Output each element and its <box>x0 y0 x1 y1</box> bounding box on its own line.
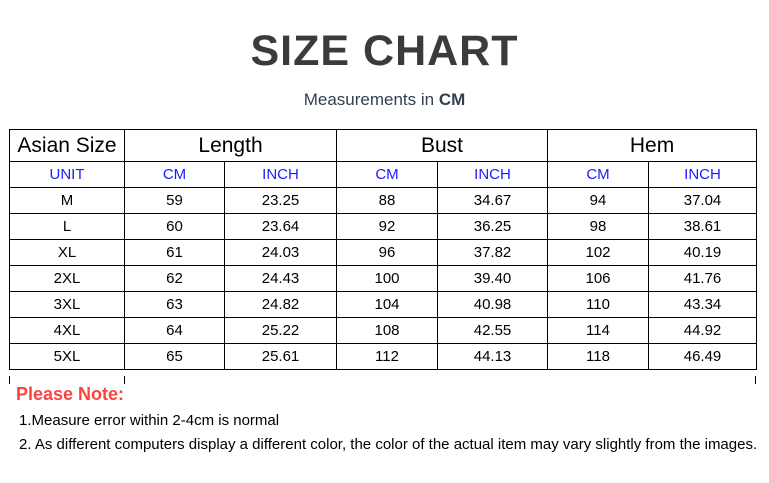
value-cell: 41.76 <box>648 265 758 292</box>
table-row-4xl: 4XL 64 25.22 108 42.55 114 44.92 <box>9 317 758 344</box>
value-cell: 94 <box>547 187 650 214</box>
value-cell: 24.03 <box>223 239 338 266</box>
value-cell: 59 <box>124 187 225 214</box>
value-cell: 61 <box>124 239 225 266</box>
value-cell: 42.55 <box>437 317 549 344</box>
unit-cell-length-cm: CM <box>124 161 225 188</box>
page-title: SIZE CHART <box>250 27 519 75</box>
table-group-header-row: Asian Size Length Bust Hem <box>9 129 758 162</box>
value-cell: 102 <box>547 239 650 266</box>
unit-cell-bust-inch: INCH <box>437 161 549 188</box>
unit-cell-hem-inch: INCH <box>648 161 758 188</box>
header-cell-length: Length <box>123 129 338 162</box>
header-cell-asian-size: Asian Size <box>9 129 125 162</box>
size-cell: 5XL <box>9 343 125 370</box>
table-row-m: M 59 23.25 88 34.67 94 37.04 <box>9 187 758 214</box>
unit-cell-bust-cm: CM <box>336 161 439 188</box>
table-border-stub <box>755 376 756 384</box>
size-cell: M <box>9 187 125 214</box>
size-cell: XL <box>9 239 125 266</box>
value-cell: 118 <box>547 343 650 370</box>
value-cell: 96 <box>336 239 439 266</box>
value-cell: 100 <box>336 265 439 292</box>
notes-section: Please Note: 1.Measure error within 2-4c… <box>10 384 760 455</box>
value-cell: 62 <box>124 265 225 292</box>
value-cell: 92 <box>336 213 439 240</box>
value-cell: 34.67 <box>437 187 549 214</box>
size-cell: 2XL <box>9 265 125 292</box>
value-cell: 39.40 <box>437 265 549 292</box>
value-cell: 104 <box>336 291 439 318</box>
value-cell: 44.13 <box>437 343 549 370</box>
value-cell: 98 <box>547 213 650 240</box>
value-cell: 46.49 <box>648 343 758 370</box>
value-cell: 60 <box>124 213 225 240</box>
header-cell-bust: Bust <box>336 129 549 162</box>
table-border-stub <box>9 376 10 384</box>
table-border-stub <box>124 376 125 384</box>
page-subtitle: Measurements in CM <box>0 90 769 110</box>
value-cell: 106 <box>547 265 650 292</box>
subtitle-unit: CM <box>438 90 466 109</box>
subtitle-text: Measurements in <box>303 90 439 109</box>
header-cell-hem: Hem <box>547 129 758 162</box>
value-cell: 112 <box>336 343 439 370</box>
value-cell: 37.04 <box>648 187 758 214</box>
table-row-3xl: 3XL 63 24.82 104 40.98 110 43.34 <box>9 291 758 318</box>
size-cell: 4XL <box>9 317 125 344</box>
note-item-2: 2. As different computers display a diff… <box>19 436 758 453</box>
value-cell: 44.92 <box>648 317 758 344</box>
value-cell: 43.34 <box>648 291 758 318</box>
value-cell: 108 <box>336 317 439 344</box>
value-cell: 63 <box>124 291 225 318</box>
table-row-l: L 60 23.64 92 36.25 98 38.61 <box>9 213 758 240</box>
value-cell: 64 <box>124 317 225 344</box>
table-row-xl: XL 61 24.03 96 37.82 102 40.19 <box>9 239 758 266</box>
value-cell: 114 <box>547 317 650 344</box>
unit-cell-label: UNIT <box>9 161 125 188</box>
value-cell: 25.61 <box>223 343 338 370</box>
value-cell: 88 <box>336 187 439 214</box>
value-cell: 25.22 <box>223 317 338 344</box>
table-row-5xl: 5XL 65 25.61 112 44.13 118 46.49 <box>9 343 758 370</box>
size-cell: 3XL <box>9 291 125 318</box>
value-cell: 36.25 <box>437 213 549 240</box>
value-cell: 65 <box>124 343 225 370</box>
table-row-2xl: 2XL 62 24.43 100 39.40 106 41.76 <box>9 265 758 292</box>
value-cell: 110 <box>547 291 650 318</box>
value-cell: 23.25 <box>223 187 338 214</box>
value-cell: 38.61 <box>648 213 758 240</box>
value-cell: 40.19 <box>648 239 758 266</box>
note-item-1: 1.Measure error within 2-4cm is normal <box>19 412 280 429</box>
size-chart-table: Asian Size Length Bust Hem UNIT CM INCH … <box>9 129 758 370</box>
unit-cell-length-inch: INCH <box>223 161 338 188</box>
value-cell: 23.64 <box>223 213 338 240</box>
value-cell: 24.82 <box>223 291 338 318</box>
notes-heading: Please Note: <box>16 384 125 404</box>
unit-cell-hem-cm: CM <box>547 161 650 188</box>
value-cell: 24.43 <box>223 265 338 292</box>
value-cell: 37.82 <box>437 239 549 266</box>
size-cell: L <box>9 213 125 240</box>
value-cell: 40.98 <box>437 291 549 318</box>
table-unit-row: UNIT CM INCH CM INCH CM INCH <box>9 161 758 188</box>
